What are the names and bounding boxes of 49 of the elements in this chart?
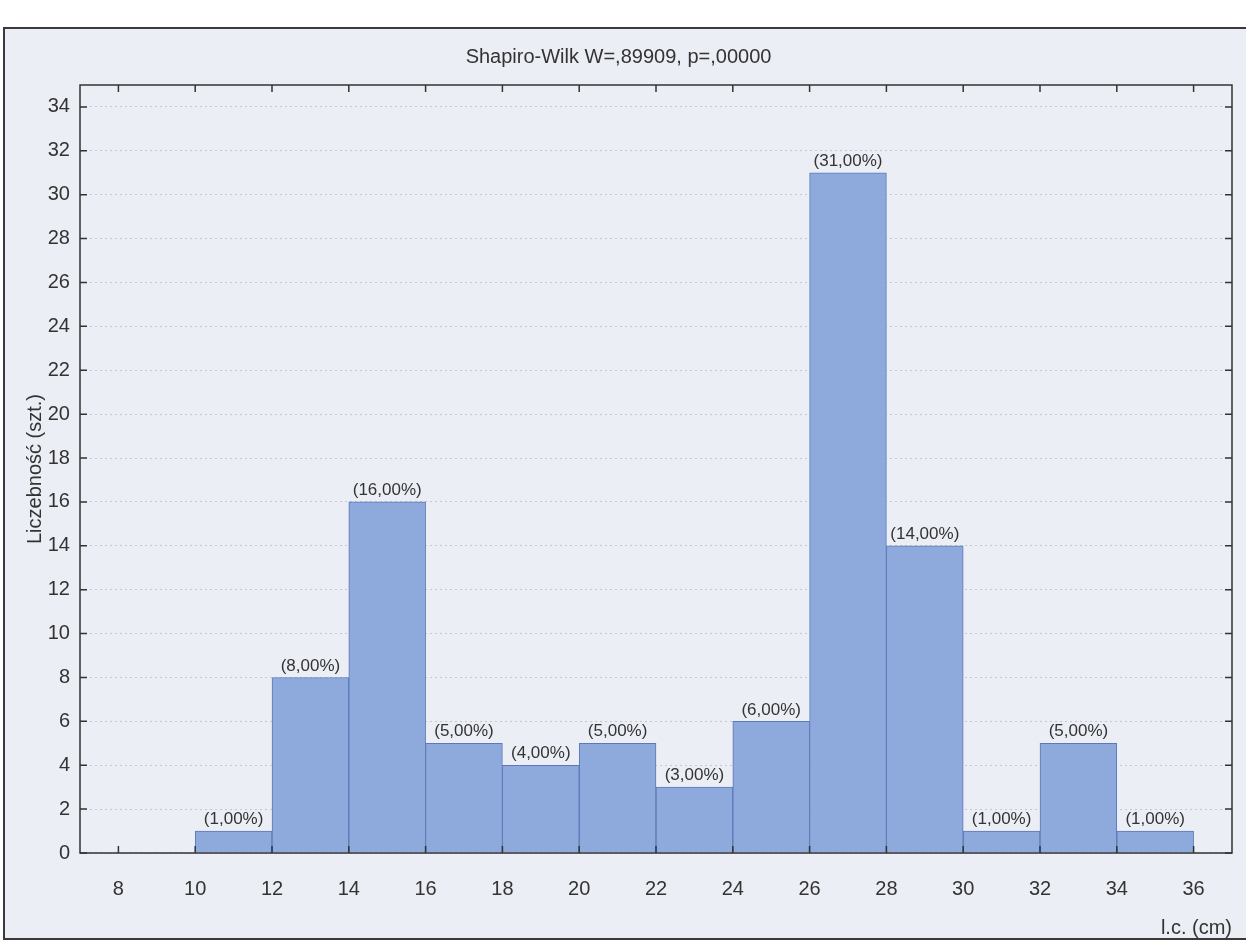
data-label: (16,00%): [352, 480, 422, 500]
data-label: (5,00%): [434, 721, 494, 741]
data-label: (3,00%): [664, 765, 725, 785]
x-tick-label: 16: [414, 876, 437, 899]
y-tick-label: 4: [58, 752, 70, 775]
y-axis-title: Liczebność (szt.): [22, 393, 45, 545]
x-tick-label: 12: [260, 876, 284, 899]
y-tick-label: 12: [47, 577, 70, 600]
data-label: (14,00%): [890, 523, 960, 543]
chart-title: Shapiro-Wilk W=,89909, p=,00000: [465, 44, 772, 67]
x-tick-label: 24: [721, 876, 744, 899]
x-tick-label: 20: [568, 876, 591, 899]
y-tick-label: 16: [47, 489, 70, 512]
y-tick-label: 30: [47, 182, 70, 205]
y-tick-label: 18: [47, 445, 70, 468]
y-tick-label: 2: [58, 796, 70, 819]
data-label: (5,00%): [1048, 721, 1109, 741]
x-tick-label: 34: [1105, 876, 1128, 899]
x-tick-label: 36: [1182, 876, 1205, 899]
y-tick-label: 0: [58, 840, 70, 863]
data-label: (4,00%): [511, 743, 571, 763]
y-tick-label: 24: [47, 313, 70, 336]
x-tick-label: 10: [184, 876, 207, 899]
data-label: (8,00%): [280, 655, 341, 675]
data-label: (1,00%): [971, 809, 1032, 829]
y-tick-label: 20: [47, 401, 70, 424]
y-tick-label: 22: [47, 357, 70, 380]
x-tick-label: 8: [112, 876, 124, 899]
x-tick-label: 22: [644, 876, 668, 899]
x-tick-label: 30: [952, 876, 975, 899]
y-tick-label: 14: [47, 533, 70, 556]
data-label: (1,00%): [1125, 809, 1185, 829]
y-tick-label: 28: [47, 226, 70, 249]
data-label: (6,00%): [741, 699, 801, 719]
data-label: (1,00%): [203, 809, 264, 829]
y-tick-label: 8: [58, 664, 70, 687]
y-tick-label: 10: [47, 621, 70, 644]
x-tick-label: 26: [798, 876, 821, 899]
y-tick-label: 34: [47, 94, 70, 117]
y-tick-label: 32: [47, 138, 70, 161]
x-tick-label: 14: [337, 876, 360, 899]
x-tick-label: 32: [1028, 876, 1052, 899]
x-axis-title: l.c. (cm): [1160, 915, 1232, 938]
y-tick-label: 26: [47, 270, 70, 292]
data-label: (5,00%): [587, 721, 648, 741]
x-tick-label: 28: [875, 876, 898, 899]
x-tick-label: 18: [491, 876, 514, 899]
y-tick-label: 6: [58, 708, 70, 731]
data-label: (31,00%): [813, 150, 883, 170]
